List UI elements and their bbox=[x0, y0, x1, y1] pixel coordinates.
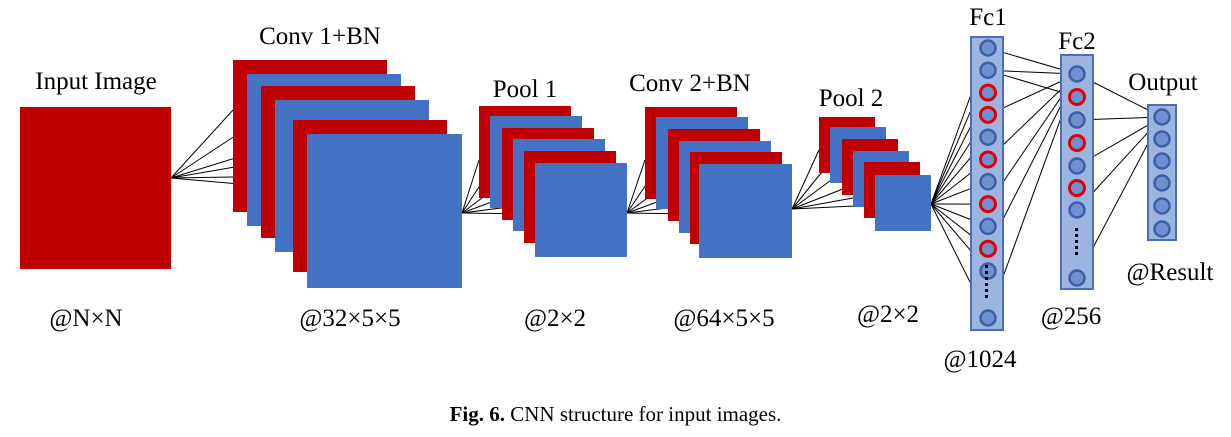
input-label: Input Image bbox=[35, 68, 156, 95]
output-node bbox=[1153, 130, 1171, 148]
fc2-node bbox=[1068, 201, 1086, 219]
output-node bbox=[1153, 108, 1171, 126]
output-dim-label: @Result bbox=[1127, 259, 1214, 286]
fc1-ellipsis bbox=[985, 265, 988, 298]
pool1-dim-label: @2×2 bbox=[524, 305, 586, 332]
fc1-dropout-node bbox=[979, 195, 997, 214]
fc1-dropout-node bbox=[979, 83, 997, 102]
fc1-dim-label: @1024 bbox=[943, 346, 1017, 373]
fc2-ellipsis bbox=[1075, 228, 1078, 255]
fc2-node bbox=[1068, 111, 1086, 129]
fc2-dropout-node bbox=[1068, 88, 1086, 106]
conv2-pool2-connection bbox=[791, 149, 820, 210]
fc1-dropout-node bbox=[979, 105, 997, 124]
conv2-stack bbox=[645, 107, 792, 258]
output-node bbox=[1153, 220, 1171, 238]
pool1-label: Pool 1 bbox=[493, 76, 558, 103]
fc2-node bbox=[1068, 269, 1086, 287]
fc1-node bbox=[979, 61, 997, 80]
fc2-node bbox=[1068, 157, 1086, 175]
pool2-stack bbox=[819, 117, 931, 231]
input-conv1-connection bbox=[170, 109, 234, 179]
conv2-label: Conv 2+BN bbox=[629, 70, 751, 97]
figure-caption-text: CNN structure for input images. bbox=[510, 402, 782, 426]
pool1-stack bbox=[479, 106, 627, 257]
conv2-pool2-connection bbox=[791, 195, 865, 210]
pool2-label: Pool 2 bbox=[819, 85, 884, 112]
neuron-nodes bbox=[979, 39, 1171, 327]
fc2-dropout-node bbox=[1068, 134, 1086, 152]
input-dim-label: @N×N bbox=[49, 305, 122, 332]
pool1-conv2-connection bbox=[626, 159, 646, 214]
output-node bbox=[1153, 174, 1171, 192]
fc1-dropout-node bbox=[979, 239, 997, 258]
output-node bbox=[1153, 197, 1171, 215]
figure-caption-prefix: Fig. 6. bbox=[449, 402, 505, 426]
conv1-pool1-connection bbox=[461, 159, 480, 214]
fc1-node bbox=[979, 39, 997, 57]
conv1-stack bbox=[233, 60, 462, 288]
conv2-dim-label: @64×5×5 bbox=[673, 305, 774, 332]
output-panel bbox=[1147, 104, 1177, 241]
fc1-dropout-node bbox=[979, 150, 997, 169]
cnn-diagram: Input Image @N×N Conv 1+BN @32×5×5 Pool … bbox=[20, 4, 1214, 373]
output-label: Output bbox=[1128, 69, 1198, 96]
fc2-label: Fc2 bbox=[1058, 28, 1096, 55]
fc2-dropout-node bbox=[1068, 179, 1086, 197]
fc1-node bbox=[979, 217, 997, 236]
fc1-node bbox=[979, 128, 997, 146]
fc1-node bbox=[979, 173, 997, 191]
fc1-label: Fc1 bbox=[969, 4, 1007, 31]
figure-caption: Fig. 6. CNN structure for input images. bbox=[0, 402, 1231, 427]
conv1-dim-label: @32×5×5 bbox=[299, 305, 400, 332]
fc2-dim-label: @256 bbox=[1041, 303, 1102, 330]
fc2-node bbox=[1068, 65, 1086, 83]
fc1-node bbox=[979, 309, 997, 327]
input-image-block bbox=[20, 107, 171, 269]
output-node bbox=[1153, 152, 1171, 170]
pool2-dim-label: @2×2 bbox=[857, 301, 919, 328]
conv1-label: Conv 1+BN bbox=[259, 23, 381, 50]
